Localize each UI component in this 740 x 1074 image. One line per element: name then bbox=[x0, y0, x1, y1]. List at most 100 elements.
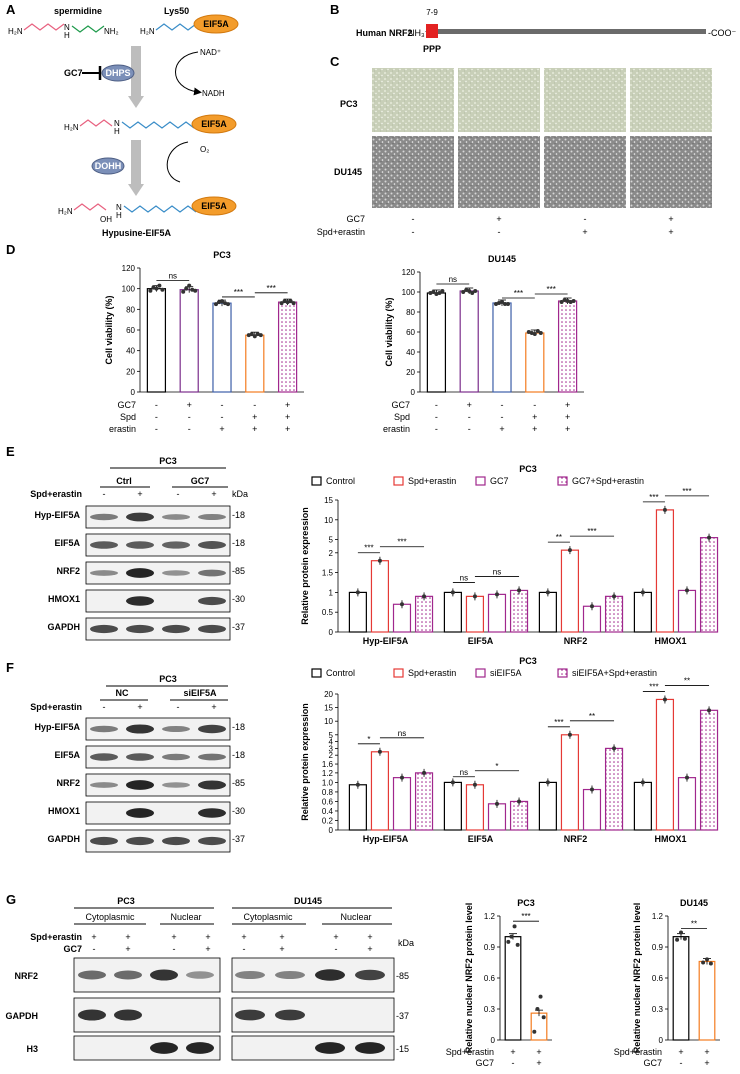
y-tick-label: 0 bbox=[491, 1036, 496, 1045]
lys-h2n: H₂N bbox=[140, 27, 155, 36]
spermidine-h2n: H₂N bbox=[8, 27, 23, 36]
f-treat-v3: - bbox=[177, 702, 180, 712]
g-pc3-nuc: Nuclear bbox=[170, 912, 201, 922]
treatment-value: + bbox=[565, 412, 570, 422]
blot-band bbox=[90, 570, 118, 576]
bar bbox=[538, 781, 557, 831]
bar bbox=[509, 589, 529, 633]
panel-g: G PC3 DU145 Cytoplasmic Nuclear Cytoplas… bbox=[5, 892, 720, 1068]
dhps-label: DHPS bbox=[105, 68, 130, 78]
data-point bbox=[472, 594, 477, 599]
hyp-h2n: H₂N bbox=[58, 207, 73, 216]
data-point bbox=[190, 287, 195, 292]
treatment-value: - bbox=[155, 400, 158, 410]
data-point bbox=[679, 930, 683, 935]
legend-label: siEIF5A bbox=[490, 668, 522, 678]
data-point bbox=[187, 283, 192, 288]
data-point bbox=[246, 333, 251, 338]
nterm-label: NH₃⁺- bbox=[408, 28, 432, 38]
data-point bbox=[377, 558, 382, 563]
data-point bbox=[450, 590, 455, 595]
sig-label: *** bbox=[547, 285, 556, 294]
chart-f-protein-expression: PC3 Control Spd+erastin siEIF5A siEIF5A+Spd+… bbox=[300, 656, 719, 844]
panel-a: A spermidine Lys50 H₂N N H NH₂ H₂N EIF5A… bbox=[6, 2, 239, 238]
blot-strip bbox=[85, 773, 231, 797]
blot-kda: -18 bbox=[232, 510, 245, 520]
blot-band bbox=[275, 970, 305, 980]
chart-title: PC3 bbox=[517, 898, 535, 908]
blot-kda: -30 bbox=[232, 806, 245, 816]
legend-swatch bbox=[557, 668, 568, 678]
y-tick-label: 100 bbox=[402, 288, 416, 297]
treatment-value: + bbox=[285, 412, 290, 422]
data-point bbox=[399, 775, 404, 780]
blot-band bbox=[78, 970, 106, 980]
data-point bbox=[526, 330, 531, 334]
blot-kda: -18 bbox=[232, 538, 245, 548]
g-bar-row-value: + bbox=[536, 1047, 541, 1057]
y-tick-label: 20 bbox=[126, 367, 135, 376]
sig-label: *** bbox=[649, 682, 658, 691]
hyp-chain-blue bbox=[123, 205, 197, 213]
blot-band bbox=[126, 808, 154, 818]
data-point bbox=[684, 588, 689, 593]
bar bbox=[504, 936, 522, 1041]
y-tick-label: 120 bbox=[402, 268, 416, 277]
data-point bbox=[288, 299, 293, 304]
g-row-spd: Spd+erastin bbox=[30, 932, 82, 942]
hypusine-eif5a-label: Hypusine-EIF5A bbox=[102, 228, 172, 238]
c-gc7-v1: - bbox=[412, 214, 415, 224]
data-point bbox=[529, 331, 534, 335]
bar bbox=[560, 549, 580, 633]
d1-row-gc7: GC7 bbox=[117, 400, 136, 410]
blot-band bbox=[198, 753, 226, 761]
data-point bbox=[213, 302, 218, 307]
blot-band bbox=[162, 541, 190, 549]
int-chain-pink bbox=[79, 119, 113, 127]
treatment-value: + bbox=[565, 400, 570, 410]
d2-row-erastin: erastin bbox=[383, 424, 410, 434]
blot-band bbox=[150, 969, 178, 981]
data-point bbox=[517, 588, 522, 593]
g-kda: kDa bbox=[398, 938, 414, 948]
blot-band bbox=[126, 541, 154, 549]
sig-label: *** bbox=[649, 493, 658, 502]
legend-swatch bbox=[475, 668, 486, 678]
blot-band bbox=[90, 836, 118, 846]
c-spd-v4: + bbox=[668, 227, 673, 237]
blot-strip bbox=[85, 801, 231, 825]
data-point bbox=[506, 939, 511, 944]
data-point bbox=[496, 301, 501, 305]
data-point bbox=[223, 301, 228, 306]
data-point bbox=[640, 590, 645, 595]
y-tick-label: 2 bbox=[329, 549, 334, 558]
blot-band bbox=[114, 970, 142, 980]
y-tick-label: 0.2 bbox=[322, 816, 334, 825]
panel-label-a: A bbox=[6, 2, 16, 17]
c-spd-v2: - bbox=[498, 227, 501, 237]
data-point bbox=[708, 961, 713, 966]
blot-band bbox=[198, 808, 226, 818]
x-tick-label: Hyp-EIF5A bbox=[363, 834, 409, 844]
blot-band bbox=[126, 753, 154, 761]
data-point bbox=[355, 590, 360, 595]
bar bbox=[699, 537, 719, 633]
blot-band bbox=[162, 753, 190, 761]
bar bbox=[277, 301, 298, 393]
blot-strip bbox=[85, 561, 231, 585]
data-point bbox=[399, 602, 404, 607]
micrograph-du145-4 bbox=[630, 136, 712, 208]
blot-band bbox=[235, 1009, 265, 1021]
bar bbox=[538, 591, 557, 633]
blot-strip bbox=[85, 617, 231, 641]
eif5a-oval-2-label: EIF5A bbox=[201, 119, 227, 129]
data-point bbox=[434, 292, 439, 296]
treatment-value: + bbox=[532, 424, 537, 434]
y-tick-label: 2 bbox=[329, 751, 334, 760]
data-point bbox=[589, 787, 594, 792]
bar bbox=[414, 772, 434, 831]
blot-band bbox=[150, 1042, 178, 1054]
chart-title: PC3 bbox=[519, 656, 537, 666]
int-chain-blue bbox=[121, 121, 195, 129]
blot-label: GAPDH bbox=[47, 834, 80, 844]
